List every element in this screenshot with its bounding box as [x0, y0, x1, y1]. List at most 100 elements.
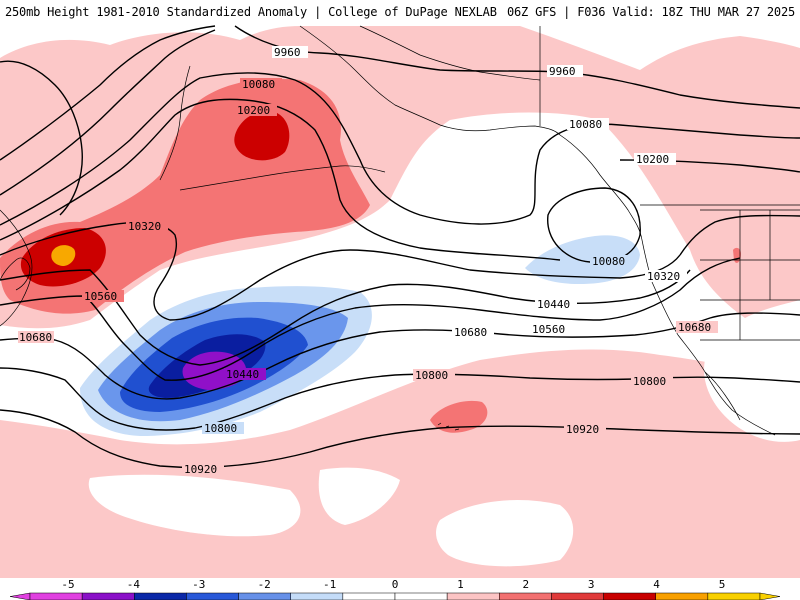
contour-label: 10560	[82, 290, 124, 303]
contour-label: 10080	[240, 78, 282, 91]
coastline-kamchatka	[159, 65, 191, 181]
anomaly-region-pos2-hawaii	[430, 400, 488, 433]
label-bg	[272, 46, 308, 58]
label-bg	[634, 153, 676, 165]
label-bg	[567, 118, 609, 130]
colorbar-tick-label: 3	[588, 578, 595, 591]
contour-label-text: 10080	[569, 118, 602, 131]
colorbar-swatch	[29, 592, 83, 600]
contour-label: 10560	[530, 323, 572, 336]
contour-label-text: 10680	[19, 331, 52, 344]
colorbar-tick-label: 2	[522, 578, 529, 591]
colorbar-cap-high	[759, 592, 781, 600]
anomaly-map: 9960 9960 10080 10080 10200 10200 10320 …	[0, 22, 800, 578]
contour-label-text: 9960	[549, 65, 576, 78]
contour-label-text: 10560	[532, 323, 565, 336]
contour-label-text: 10800	[633, 375, 666, 388]
contour-9960	[234, 25, 800, 109]
contour-label-text: 10800	[204, 422, 237, 435]
contour-label: 10200	[235, 104, 277, 117]
label-bg	[535, 298, 577, 310]
coastline-alaska	[299, 25, 561, 136]
contour-label: 9960	[547, 65, 583, 78]
contour-top-left-loop	[0, 60, 83, 216]
label-bg	[235, 104, 277, 116]
label-bg	[547, 65, 583, 77]
contour-top-left-2	[0, 25, 216, 161]
colorbar-swatch	[290, 592, 344, 600]
contour-10200	[0, 98, 561, 261]
title-bar: 250mb Height 1981-2010 Standardized Anom…	[0, 0, 800, 22]
coastline-alaska-north	[359, 25, 541, 81]
contour-10320-east	[679, 214, 800, 256]
contour-label: 10680	[18, 331, 54, 344]
coastline-asia-east	[0, 209, 33, 327]
colorbar-tick-label: -2	[258, 578, 271, 591]
contour-label-text: 10440	[537, 298, 570, 311]
contour-10920	[0, 409, 800, 469]
label-bg	[182, 463, 224, 475]
contour-label-text: 10680	[678, 321, 711, 334]
contour-label: 10800	[202, 422, 244, 435]
anomaly-region-neutral-sw2	[88, 474, 301, 537]
contour-10080-closed	[547, 187, 641, 264]
label-bg	[126, 220, 168, 232]
label-bg	[18, 331, 54, 343]
contour-label-text: 10560	[84, 290, 117, 303]
coastline-aleutians	[179, 165, 386, 191]
colorbar-tick-label: 1	[457, 578, 464, 591]
positive-anomaly-shading	[0, 26, 800, 578]
contour-10080	[0, 72, 800, 226]
label-bg	[645, 270, 687, 282]
colorbar-tick-label: -3	[192, 578, 205, 591]
anomaly-colorbar: -5 -4 -3 -2 -1 0 1 2 3 4 5	[0, 578, 800, 600]
colorbar-tick-label: -5	[61, 578, 74, 591]
colorbar-swatch	[186, 592, 239, 600]
contour-label: 10080	[567, 118, 609, 131]
colorbar-swatch	[81, 592, 135, 600]
colorbar-swatch	[551, 592, 604, 600]
contour-label-text: 10200	[636, 153, 669, 166]
colorbar-swatch	[394, 592, 448, 600]
anomaly-region-neutral-southwest	[318, 467, 400, 525]
contour-label-text: 10200	[237, 104, 270, 117]
contour-label-text: 10080	[592, 255, 625, 268]
contour-top-left-3	[0, 29, 216, 196]
anomaly-region-neutral-south	[436, 500, 574, 567]
colorbar-tick-label: 0	[392, 578, 399, 591]
coastline-japan	[0, 257, 31, 291]
colorbar-swatch	[134, 592, 187, 600]
contour-label-text: 10680	[454, 326, 487, 339]
colorbar-swatch	[655, 592, 709, 600]
colorbar-tick-label: 4	[653, 578, 660, 591]
contour-label: 10800	[631, 375, 673, 388]
anomaly-region-neutral-mexico	[704, 330, 800, 442]
label-bg	[202, 422, 244, 434]
contour-label: 10320	[645, 270, 687, 283]
contour-label: 10080	[590, 255, 632, 268]
colorbar-swatches	[9, 592, 781, 600]
label-bg	[452, 326, 494, 338]
contour-label-text: 10320	[128, 220, 161, 233]
label-bg	[564, 423, 606, 435]
colorbar-swatch	[342, 592, 396, 600]
coastline-bc	[559, 134, 653, 283]
colorbar-tick-label: -4	[127, 578, 141, 591]
colorbar-labels: -5 -4 -3 -2 -1 0 1 2 3 4 5	[61, 578, 725, 591]
label-bg	[676, 321, 718, 333]
contour-label-text: 10320	[647, 270, 680, 283]
anomaly-region-pos3-north	[234, 111, 290, 161]
us-state-borders	[700, 209, 800, 341]
label-bg	[590, 255, 632, 267]
colorbar-swatch	[603, 592, 656, 600]
contour-label-text: 10920	[566, 423, 599, 436]
contour-label: 10440	[535, 298, 577, 311]
contour-labels: 9960 9960 10080 10080 10200 10200 10320 …	[18, 46, 718, 476]
contour-label-text: 10440	[226, 368, 259, 381]
label-bg	[240, 78, 282, 90]
contour-10680	[0, 312, 800, 400]
contour-label: 10920	[182, 463, 224, 476]
contour-label: 10920	[564, 423, 606, 436]
coastlines	[0, 25, 800, 436]
